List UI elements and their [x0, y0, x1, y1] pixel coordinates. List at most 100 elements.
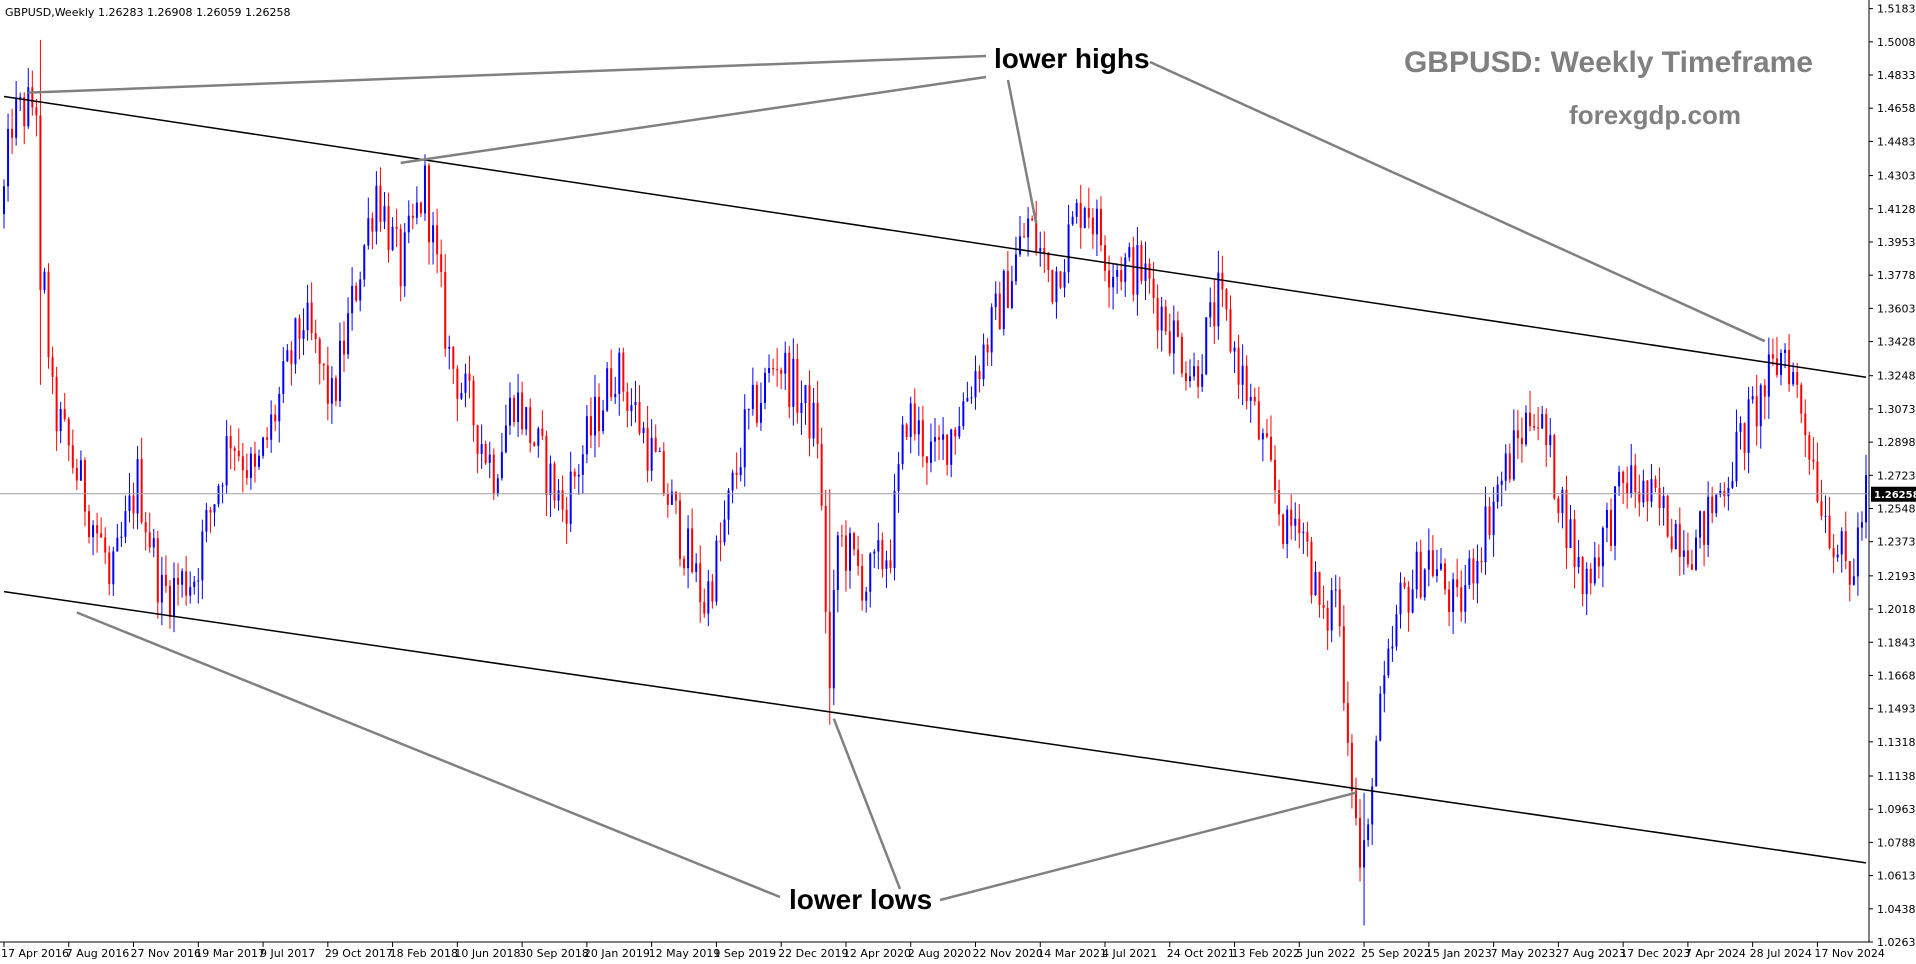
time-tick-label: 7 May 2023	[1491, 947, 1556, 960]
pointer-line	[400, 75, 987, 165]
candle-body	[1095, 208, 1098, 235]
time-tick-label: 5 Jun 2022	[1296, 947, 1355, 960]
candle-body	[1865, 475, 1867, 523]
candle-body	[1832, 548, 1835, 558]
candle-body	[1221, 272, 1224, 290]
price-tick-label: 1.16680	[1877, 669, 1916, 682]
candle-body	[484, 444, 487, 463]
candle-body	[553, 463, 556, 501]
candle-body	[1354, 790, 1357, 818]
price-tick-label: 1.48330	[1877, 69, 1916, 82]
candle-body	[1484, 506, 1487, 563]
candle-body	[363, 245, 366, 280]
candle-body	[1727, 487, 1730, 497]
candle-body	[407, 215, 410, 233]
candle-body	[1051, 269, 1054, 303]
candle-body	[1694, 537, 1697, 570]
candle-body	[820, 444, 823, 506]
candle-body	[844, 535, 847, 571]
candle-body	[1553, 435, 1556, 499]
time-tick-label: 20 Jan 2019	[584, 947, 650, 960]
candle-body	[541, 428, 544, 436]
candle-body	[314, 333, 317, 339]
candle-body	[67, 419, 70, 446]
candle-body	[630, 405, 633, 412]
candle-body	[19, 97, 22, 99]
candle-body	[703, 602, 706, 614]
candle-body	[1019, 236, 1022, 255]
candle-body	[861, 565, 864, 601]
candle-body	[359, 279, 362, 301]
candle-body	[488, 454, 491, 463]
price-tick-label: 1.39530	[1877, 236, 1916, 249]
candle-body	[1597, 557, 1600, 567]
candle-body	[934, 437, 936, 442]
candle-body	[355, 285, 358, 301]
candle-body	[318, 338, 321, 364]
candle-body	[428, 165, 431, 243]
candle-body	[249, 453, 252, 478]
candle-body	[1124, 257, 1127, 282]
candle-body	[35, 107, 38, 116]
candle-body	[573, 471, 576, 477]
candle-body	[1435, 569, 1438, 576]
candle-body	[1670, 536, 1673, 550]
candle-body	[982, 344, 985, 380]
candle-body	[1585, 568, 1588, 595]
candle-body	[958, 426, 961, 437]
candle-body	[881, 540, 884, 569]
candle-body	[1160, 306, 1163, 331]
candle-body	[674, 491, 677, 501]
price-tick-label: 1.44830	[1877, 135, 1916, 148]
candle-body	[334, 378, 337, 401]
candle-body	[743, 409, 746, 468]
candle-body	[521, 392, 524, 430]
candle-body	[683, 558, 686, 569]
candle-body	[1682, 550, 1685, 557]
candle-body	[1593, 557, 1596, 584]
candle-body	[1233, 347, 1236, 352]
candle-body	[1286, 509, 1289, 544]
candle-body	[1516, 430, 1519, 439]
candle-body	[731, 472, 734, 491]
candle-body	[1359, 817, 1362, 868]
candle-body	[1346, 702, 1349, 743]
candle-body	[290, 350, 293, 365]
candle-body	[1306, 531, 1309, 542]
candle-body	[322, 363, 325, 366]
candle-body	[1116, 270, 1119, 277]
candle-body	[1456, 579, 1459, 588]
candle-body	[537, 428, 540, 446]
candle-body	[577, 474, 580, 477]
candle-body	[108, 552, 111, 585]
candle-body	[1395, 614, 1398, 647]
candle-body	[549, 463, 552, 496]
candle-body	[885, 560, 888, 569]
candle-body	[181, 571, 184, 585]
candle-body	[391, 226, 394, 251]
candle-body	[375, 185, 378, 232]
price-tick-label: 1.28980	[1877, 436, 1916, 449]
candle-body	[294, 318, 297, 365]
candle-body	[1205, 317, 1208, 375]
candle-body	[1650, 479, 1653, 502]
candle-body	[1326, 607, 1329, 631]
lower-lows-label: lower lows	[789, 884, 932, 915]
candle-body	[371, 218, 374, 232]
candle-body	[156, 538, 159, 603]
candle-body	[1739, 423, 1742, 432]
candle-body	[662, 451, 665, 494]
candle-body	[1014, 254, 1017, 282]
candle-body	[800, 402, 803, 413]
candle-body	[1792, 372, 1795, 385]
candle-body	[1788, 349, 1791, 385]
candle-body	[946, 434, 949, 465]
candle-body	[1087, 208, 1090, 218]
candle-body	[379, 185, 382, 222]
candle-body	[403, 232, 406, 287]
candle-body	[1743, 423, 1746, 453]
price-tick-label: 1.06130	[1877, 870, 1916, 883]
candle-body	[1492, 501, 1495, 535]
candle-body	[1524, 412, 1527, 445]
candle-body	[1476, 560, 1479, 584]
